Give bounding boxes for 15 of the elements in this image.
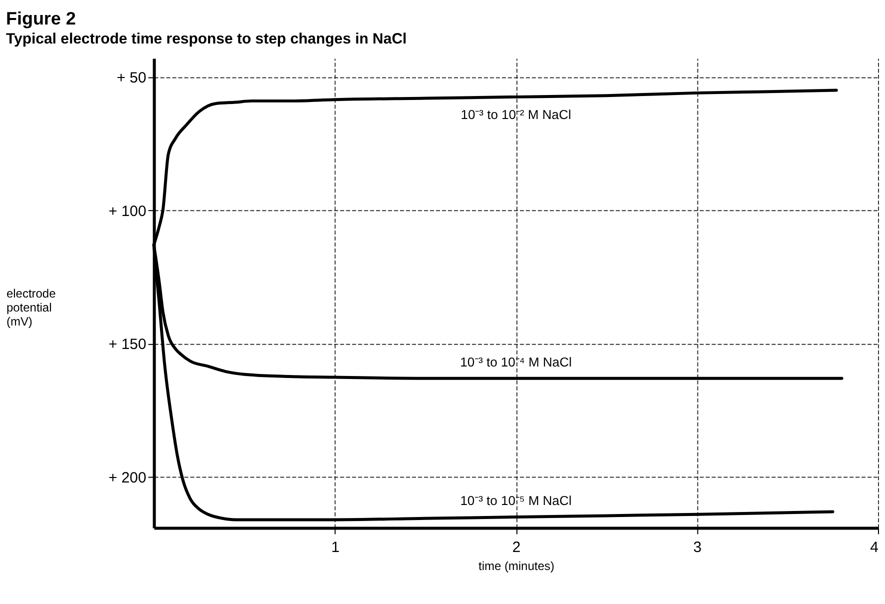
- y-tick-label: + 50: [116, 69, 146, 86]
- y-tick-label: + 150: [108, 336, 146, 354]
- series-label: 10⁻³ to 10⁻⁵ M NaCl: [460, 493, 572, 508]
- y-tick-label: + 100: [108, 202, 146, 220]
- chart-title: Figure 2: [6, 8, 76, 28]
- y-tick-label: + 200: [108, 470, 146, 487]
- x-axis-title: time (minutes): [478, 559, 554, 574]
- x-tick-label: 1: [331, 539, 340, 556]
- series-label: 10⁻³ to 10⁻⁴ M NaCl: [460, 354, 572, 370]
- x-tick-label: 4: [870, 539, 879, 556]
- series-label: 10⁻³ to 10⁻² M NaCl: [460, 106, 572, 122]
- chart-subtitle: Typical electrode time response to step changes in NaCl: [6, 30, 407, 48]
- x-tick-label: 2: [512, 539, 521, 556]
- x-tick-label: 3: [693, 539, 702, 556]
- y-axis-title: electrode potential (mV): [6, 286, 56, 328]
